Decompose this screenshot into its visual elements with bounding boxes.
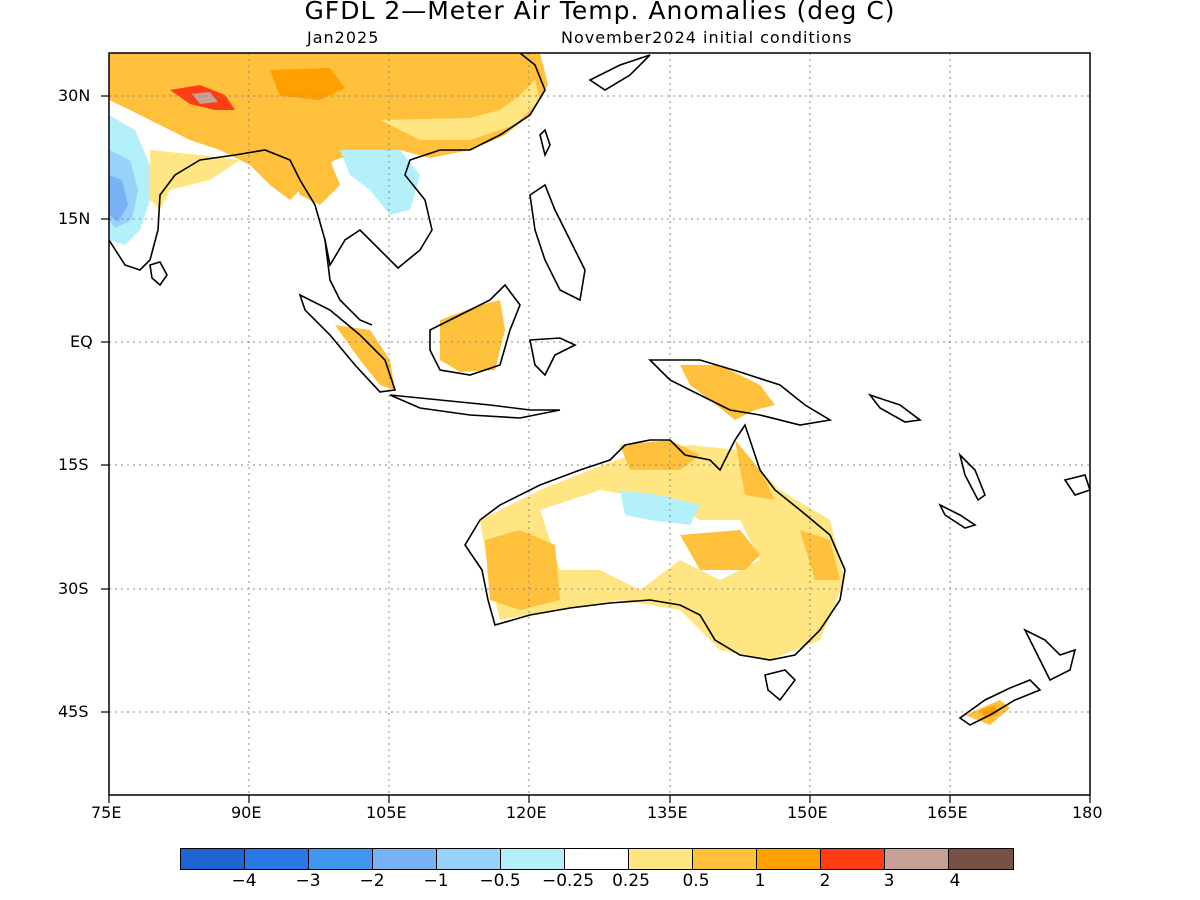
x-tick-label: 150E: [787, 803, 828, 822]
anomaly-china-strong: [270, 68, 345, 100]
coast-new-caledonia: [938, 503, 977, 529]
colorbar-label: −3: [295, 871, 321, 891]
coast-fiji: [1063, 474, 1090, 496]
anomaly-seasia-warm: [290, 160, 340, 205]
coast-java: [389, 394, 561, 419]
colorbar-label: −0.25: [541, 871, 595, 891]
colorbar-swatch: [629, 849, 693, 869]
colorbar-label: 4: [949, 871, 961, 891]
map-title: GFDL 2—Meter Air Temp. Anomalies (deg C): [304, 0, 896, 25]
colorbar-swatch: [949, 849, 1013, 869]
x-tick-label: 180: [1072, 803, 1103, 822]
anomaly-india-coldest: [109, 175, 128, 222]
colorbar: [180, 848, 1014, 870]
x-tick-label: 105E: [366, 803, 407, 822]
coast-nz-south: [958, 679, 1042, 726]
coast-solomons: [867, 393, 923, 423]
anomaly-china-warm: [109, 53, 548, 200]
initial-conditions-label: November2024 initial conditions: [561, 28, 853, 47]
colorbar-label: −1: [423, 871, 449, 891]
coast-asia-mainland: [109, 53, 546, 271]
anomaly-sumatra: [335, 325, 395, 390]
colorbar-label: 3: [883, 871, 895, 891]
y-tick-label: EQ: [70, 332, 93, 351]
x-tick-label: 90E: [231, 803, 262, 822]
colorbar-swatch: [693, 849, 757, 869]
anomaly-australia-north: [620, 440, 700, 470]
y-tick-label: 45S: [58, 702, 89, 721]
colorbar-swatch: [309, 849, 373, 869]
coast-vanuatu: [958, 452, 986, 502]
plot-frame: [108, 52, 1091, 796]
colorbar-swatch: [565, 849, 629, 869]
x-tick-label: 165E: [927, 803, 968, 822]
anomaly-china-light: [380, 80, 540, 140]
coastlines: [109, 53, 1090, 726]
anomaly-tibet-extreme: [192, 92, 218, 104]
anomaly-nz-hot: [980, 705, 998, 718]
y-tick-label: 30N: [58, 86, 91, 105]
colorbar-swatch: [821, 849, 885, 869]
tick-marks: [101, 95, 1091, 803]
y-tick-label: 15S: [58, 455, 89, 474]
coast-japan: [588, 54, 651, 91]
colorbar-label: 0.5: [682, 871, 710, 891]
colorbar-swatch: [885, 849, 949, 869]
anomaly-australia-east: [800, 530, 840, 580]
x-tick-label: 75E: [91, 803, 122, 822]
colorbar-swatch: [373, 849, 437, 869]
coast-sri-lanka: [149, 261, 168, 287]
coast-australia: [464, 423, 846, 661]
coast-borneo: [429, 283, 521, 376]
colorbar-label: 2: [819, 871, 831, 891]
coast-malay-peninsula: [324, 239, 373, 326]
colorbar-swatch: [181, 849, 245, 869]
colorbar-label: −0.5: [479, 871, 521, 891]
colorbar-label: 0.25: [612, 871, 650, 891]
anomaly-shading: [109, 53, 1010, 725]
coast-tasmania: [764, 669, 797, 702]
anomaly-india-warm: [150, 150, 240, 210]
anomaly-seasia-cool: [340, 150, 420, 215]
colorbar-label: −4: [231, 871, 257, 891]
anomaly-australia-cool: [620, 490, 700, 525]
colorbar-swatch: [757, 849, 821, 869]
y-tick-label: 15N: [58, 209, 91, 228]
anomaly-australia-west: [485, 530, 560, 610]
y-tick-label: 30S: [58, 579, 89, 598]
anomaly-australia-center: [680, 530, 760, 570]
colorbar-label: 1: [754, 871, 766, 891]
valid-month-label: Jan2025: [307, 28, 380, 47]
anomaly-borneo: [440, 300, 505, 372]
x-tick-label: 135E: [647, 803, 688, 822]
x-tick-label: 120E: [506, 803, 547, 822]
gridlines: [109, 53, 1090, 795]
anomaly-newguinea: [680, 365, 775, 420]
coast-nz-north: [1023, 628, 1077, 682]
coast-philippines: [529, 183, 586, 302]
coast-sumatra: [298, 293, 397, 393]
coast-taiwan: [539, 128, 551, 158]
coast-sulawesi: [529, 337, 577, 377]
colorbar-swatch: [437, 849, 501, 869]
coast-newguinea: [648, 359, 833, 426]
colorbar-swatch: [245, 849, 309, 869]
colorbar-label: −2: [359, 871, 385, 891]
colorbar-swatch: [501, 849, 565, 869]
anomaly-australia-northeast: [735, 440, 775, 500]
